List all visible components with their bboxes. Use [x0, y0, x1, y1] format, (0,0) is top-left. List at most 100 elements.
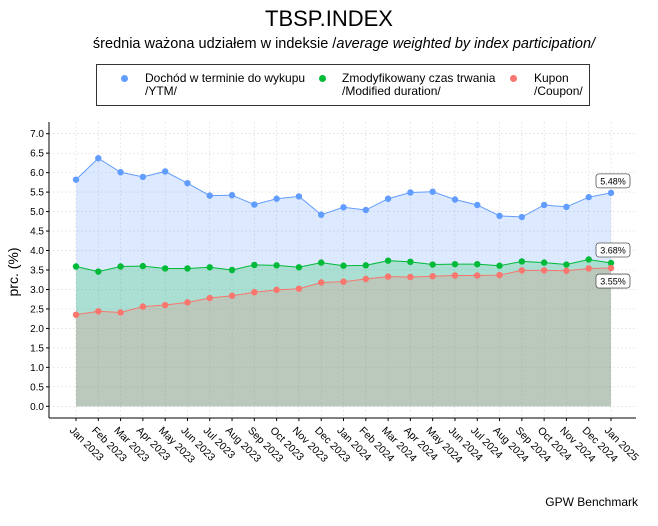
data-point-duration	[429, 261, 436, 268]
y-tick-label: 5.5	[30, 188, 44, 199]
data-point-coupon	[585, 265, 592, 272]
data-point-ytm	[72, 176, 80, 183]
source-caption: GPW Benchmark	[545, 495, 638, 509]
legend-item-coupon: Kupon /Coupon/	[534, 72, 583, 98]
chart-title: TBSP.INDEX	[265, 6, 393, 31]
data-point-ytm	[161, 168, 169, 175]
data-point-ytm	[429, 188, 436, 195]
data-point-duration	[228, 266, 236, 274]
data-point-ytm	[139, 173, 147, 181]
y-tick-label: 2.0	[30, 324, 44, 335]
chart-legend: Dochód w terminie do wykupu /YTM/ Zmodyf…	[96, 64, 590, 106]
legend-label-line2: /YTM/	[145, 84, 177, 98]
data-point-coupon	[117, 309, 124, 316]
data-point-coupon	[340, 278, 347, 285]
data-point-duration	[139, 262, 147, 270]
data-point-coupon	[518, 267, 526, 274]
data-point-coupon	[496, 271, 503, 279]
legend-item-duration: Zmodyfikowany czas trwania /Modified dur…	[342, 72, 495, 98]
y-tick-label: 4.5	[30, 227, 44, 238]
data-point-duration	[362, 262, 369, 269]
data-point-coupon	[407, 273, 414, 281]
data-point-ytm	[451, 196, 459, 203]
data-point-ytm	[251, 201, 258, 208]
data-point-coupon	[161, 301, 169, 309]
data-point-duration	[585, 256, 592, 263]
data-point-ytm	[607, 189, 615, 197]
data-point-ytm	[95, 155, 102, 162]
y-tick-label: 2.5	[30, 304, 44, 315]
y-tick-label: 4.0	[30, 246, 44, 257]
end-label-box-ytm	[595, 173, 631, 189]
data-point-duration	[184, 265, 191, 272]
data-point-coupon	[429, 273, 436, 280]
end-label-ytm: 5.48%	[600, 176, 626, 186]
y-tick-label: 5.0	[30, 207, 44, 218]
y-axis-label: prc. (%)	[5, 248, 21, 297]
data-point-duration	[161, 265, 169, 272]
data-point-coupon	[384, 273, 392, 280]
data-point-duration	[95, 268, 102, 275]
data-point-duration	[451, 260, 459, 268]
data-point-ytm	[184, 179, 191, 187]
subtitle-text: średnia ważona udziałem w indeksie /	[92, 36, 337, 52]
data-point-duration	[407, 258, 414, 266]
data-point-ytm	[206, 192, 213, 199]
y-tick-label: 7.0	[30, 129, 44, 140]
data-point-ytm	[362, 206, 369, 214]
data-point-coupon	[563, 267, 570, 274]
data-point-coupon	[540, 267, 548, 274]
y-tick-label: 3.0	[30, 285, 44, 296]
data-point-coupon	[184, 299, 191, 306]
data-point-ytm	[563, 203, 570, 211]
legend-label-line2: /Modified duration/	[342, 84, 441, 98]
y-tick-label: 0.0	[30, 402, 44, 413]
y-tick-label: 6.0	[30, 168, 44, 179]
data-point-ytm	[496, 212, 503, 220]
data-point-ytm	[540, 201, 548, 209]
y-tick-label: 1.0	[30, 363, 44, 374]
end-label-box-duration	[595, 242, 631, 258]
data-point-ytm	[295, 193, 303, 200]
y-tick-label: 1.5	[30, 343, 44, 354]
data-point-duration	[540, 259, 548, 266]
end-label-duration: 3.68%	[600, 245, 626, 255]
end-label-box-coupon	[595, 273, 631, 289]
data-point-coupon	[273, 286, 280, 294]
data-point-coupon	[251, 289, 258, 296]
legend-label-line1: Dochód w terminie do wykupu	[145, 71, 306, 85]
legend-label-line2: /Coupon/	[534, 84, 583, 98]
legend-key-coupon	[510, 75, 517, 82]
data-point-duration	[117, 263, 124, 270]
data-point-coupon	[139, 303, 147, 310]
legend-key-ytm	[121, 75, 128, 82]
y-tick-label: 3.5	[30, 266, 44, 277]
data-point-coupon	[206, 294, 213, 302]
data-point-coupon	[95, 308, 102, 315]
data-point-duration	[206, 264, 213, 271]
data-point-duration	[72, 263, 80, 270]
data-point-ytm	[384, 195, 392, 202]
data-point-duration	[607, 259, 615, 267]
data-point-ytm	[474, 201, 481, 209]
data-point-duration	[273, 262, 280, 269]
chart-subtitle: średnia ważona udziałem w indeksie /aver…	[0, 36, 658, 52]
data-point-ytm	[228, 192, 236, 199]
data-point-coupon	[318, 279, 325, 286]
data-point-ytm	[117, 169, 124, 176]
data-point-coupon	[72, 311, 80, 318]
data-point-coupon	[228, 292, 236, 299]
data-point-coupon	[607, 264, 615, 272]
data-point-duration	[563, 261, 570, 268]
data-point-duration	[384, 257, 392, 264]
data-point-duration	[518, 258, 526, 265]
data-point-ytm	[518, 213, 526, 221]
data-point-ytm	[340, 204, 347, 211]
area-coupon	[76, 268, 611, 407]
data-point-duration	[474, 260, 481, 268]
data-point-duration	[318, 259, 325, 266]
legend-label-line1: Zmodyfikowany czas trwania	[342, 71, 496, 85]
legend-item-ytm: Dochód w terminie do wykupu /YTM/	[145, 72, 305, 98]
legend-label-line1: Kupon	[534, 71, 569, 85]
